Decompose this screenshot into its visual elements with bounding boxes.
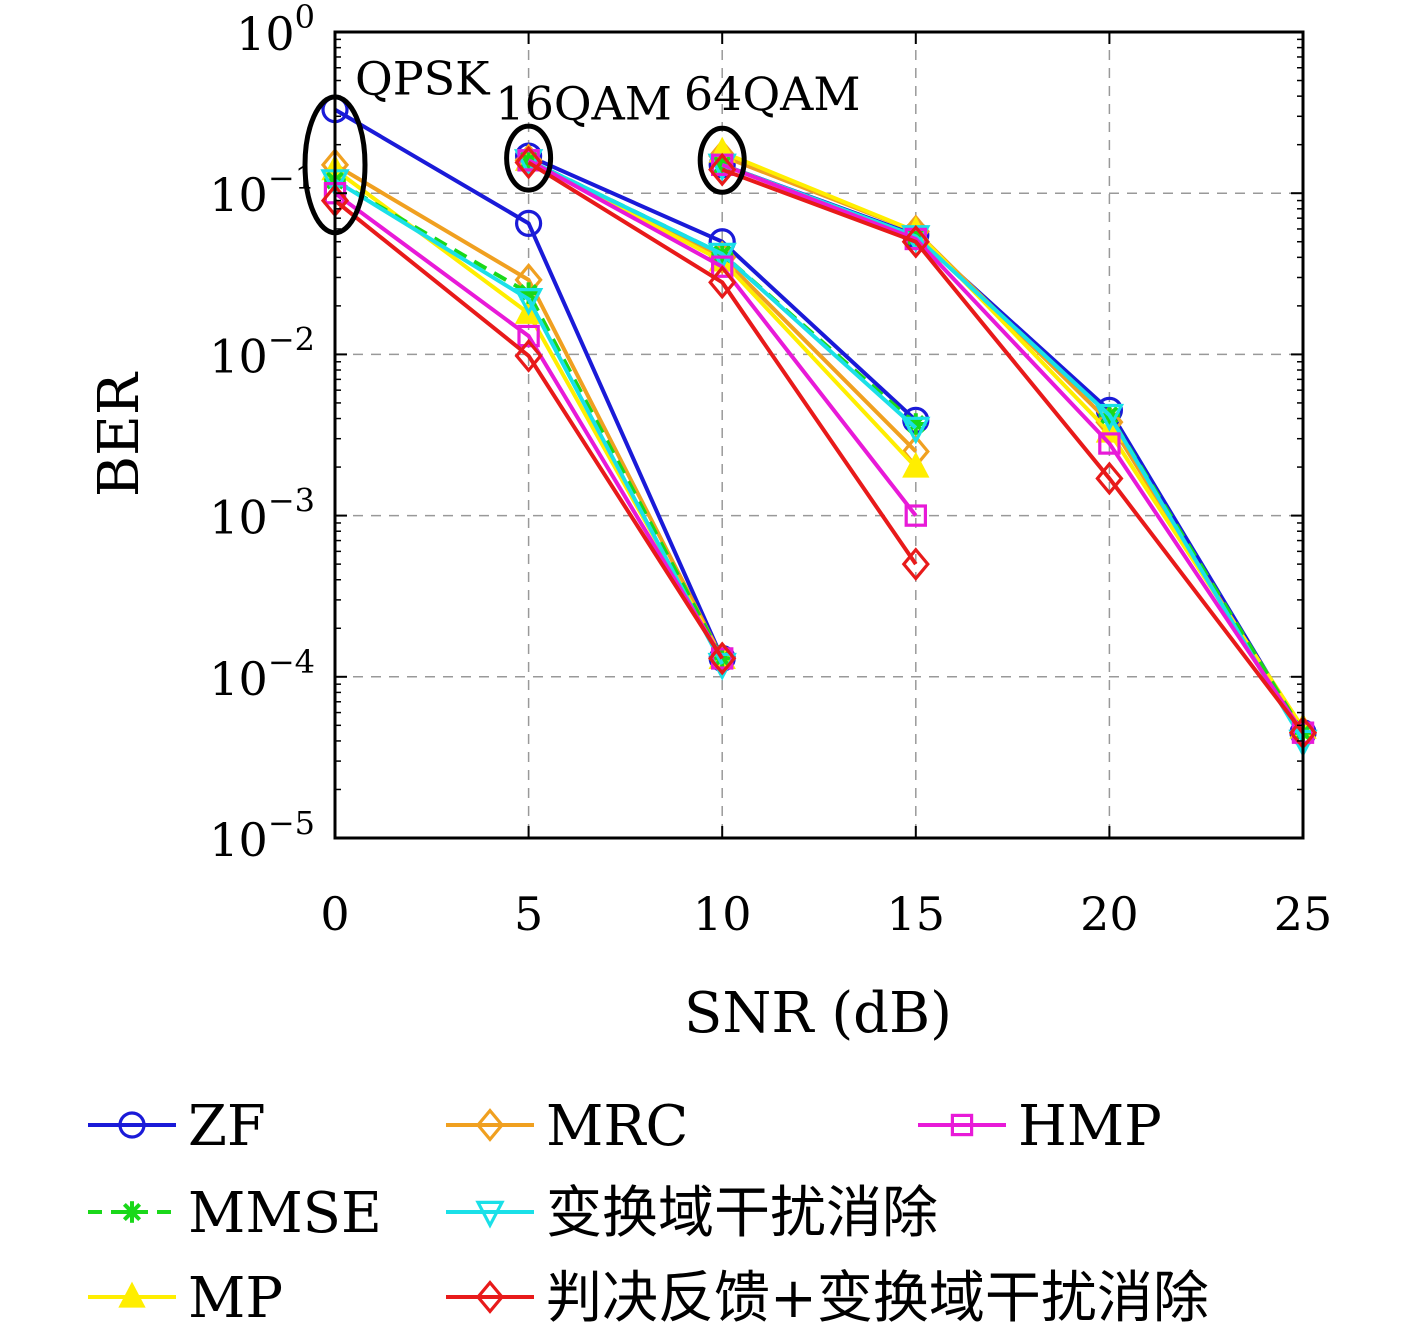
data-point-HMP-1-2 (904, 504, 928, 527)
data-point-HMP-1-1 (710, 255, 734, 278)
legend-label-MP: MP (188, 1266, 283, 1331)
legend-label-变换域干扰消除: 变换域干扰消除 (546, 1181, 938, 1246)
legend-item-ZF: ZF (88, 1094, 266, 1159)
data-point-判决反馈+变换域干扰消除-2-0 (708, 152, 737, 187)
y-tick-label-0: 100 (236, 0, 315, 61)
series-line-HMP-2 (721, 162, 1305, 734)
group-ellipse-1 (504, 123, 554, 193)
axis-ticks: 0 5 10 15 20 25 100 10−1 10−2 10−3 10−4 10−5 (209, 0, 1332, 941)
series-line-变换域干扰消除-1 (527, 158, 918, 430)
series-line-ZF-0 (333, 107, 725, 660)
legend-item-判决反馈+变换域干扰消除: 判决反馈+变换域干扰消除 (446, 1266, 1209, 1331)
series-line-判决反馈+变换域干扰消除-2 (721, 167, 1305, 734)
plot-frame (333, 30, 1305, 840)
legend-marker-变换域干扰消除 (475, 1200, 505, 1229)
series-layer (320, 96, 1318, 758)
series-line-判决反馈+变换域干扰消除-0 (333, 199, 724, 660)
group-label-1: 16QAM (495, 76, 672, 130)
group-label-2: 64QAM (684, 67, 861, 121)
series-MMSE (324, 149, 1314, 744)
legend-marker-ZF (118, 1111, 146, 1139)
data-point-ZF-0-1 (514, 209, 543, 237)
series-line-ZF-2 (721, 162, 1305, 734)
group-ellipse-2 (697, 125, 747, 195)
series-HMP (323, 149, 1315, 744)
x-axis-label: SNR (dB) (684, 981, 952, 1046)
legend-label-MRC: MRC (546, 1094, 688, 1159)
group-labels: QPSK 16QAM 64QAM (355, 52, 860, 131)
data-point-判决反馈+变换域干扰消除-0-2 (708, 641, 737, 676)
series-line-MRC-2 (721, 154, 1305, 734)
series-line-HMP-0 (333, 191, 724, 660)
x-tick-label-1: 5 (514, 887, 543, 941)
legend-item-MP: MP (88, 1266, 283, 1331)
series-line-MP-2 (721, 150, 1305, 730)
y-tick-label-1: 10−1 (209, 159, 315, 222)
legend-marker-判决反馈+变换域干扰消除 (475, 1280, 505, 1314)
y-tick-label-2: 10−2 (209, 320, 315, 383)
legend-label-判决反馈+变换域干扰消除: 判决反馈+变换域干扰消除 (546, 1266, 1209, 1331)
x-tick-label-2: 10 (693, 887, 752, 941)
data-point-变换域干扰消除-2-2 (1094, 403, 1125, 432)
x-tick-label-3: 15 (887, 887, 946, 941)
series-line-变换域干扰消除-2 (721, 162, 1305, 742)
legend: ZF MRC HMP MMSE 变换域干扰消除 MP 判决反馈+变换域干扰消除 (88, 1094, 1209, 1331)
legend-item-MMSE: MMSE (88, 1181, 382, 1246)
data-point-变换域干扰消除-1-2 (901, 416, 931, 445)
series-MP (321, 136, 1317, 739)
data-point-判决反馈+变换域干扰消除-1-2 (901, 547, 930, 582)
series-line-变换域干扰消除-0 (333, 178, 724, 665)
legend-marker-MP (118, 1281, 146, 1308)
data-point-判决反馈+变换域干扰消除-2-2 (1095, 461, 1124, 496)
legend-label-ZF: ZF (188, 1094, 266, 1159)
group-label-0: QPSK (355, 52, 491, 106)
data-point-判决反馈+变换域干扰消除-0-1 (514, 338, 543, 373)
y-axis-label: BER (87, 371, 152, 497)
series-line-MRC-0 (333, 163, 724, 660)
legend-label-MMSE: MMSE (188, 1181, 382, 1246)
data-point-变换域干扰消除-0-1 (513, 288, 544, 316)
data-point-MP-1-2 (902, 451, 930, 478)
y-tick-label-3: 10−3 (209, 482, 315, 545)
legend-marker-HMP (950, 1113, 974, 1137)
x-tick-label-0: 0 (320, 887, 349, 941)
series-变换域干扰消除 (320, 149, 1318, 758)
data-point-HMP-0-1 (517, 324, 540, 348)
series-MRC (320, 139, 1318, 750)
legend-label-HMP: HMP (1018, 1094, 1162, 1159)
series-line-MMSE-2 (721, 162, 1305, 734)
y-tick-label-4: 10−4 (209, 643, 315, 706)
series-判决反馈+变换域干扰消除 (320, 145, 1318, 750)
grid (335, 32, 1303, 838)
x-tick-label-5: 25 (1274, 887, 1333, 941)
data-point-HMP-2-2 (1098, 432, 1121, 455)
legend-item-HMP: HMP (918, 1094, 1162, 1159)
y-tick-label-5: 10−5 (209, 804, 315, 867)
x-tick-label-4: 20 (1080, 887, 1139, 941)
data-point-判决反馈+变换域干扰消除-2-1 (901, 224, 930, 259)
data-point-判决反馈+变换域干扰消除-1-0 (514, 145, 543, 180)
legend-marker-MRC (475, 1108, 505, 1142)
legend-item-变换域干扰消除: 变换域干扰消除 (446, 1181, 938, 1246)
data-point-HMP-0-2 (710, 647, 734, 670)
series-line-判决反馈+变换域干扰消除-1 (527, 160, 918, 566)
data-point-判决反馈+变换域干扰消除-1-1 (708, 265, 737, 300)
legend-item-MRC: MRC (446, 1094, 688, 1159)
legend-marker-MMSE (121, 1201, 143, 1223)
